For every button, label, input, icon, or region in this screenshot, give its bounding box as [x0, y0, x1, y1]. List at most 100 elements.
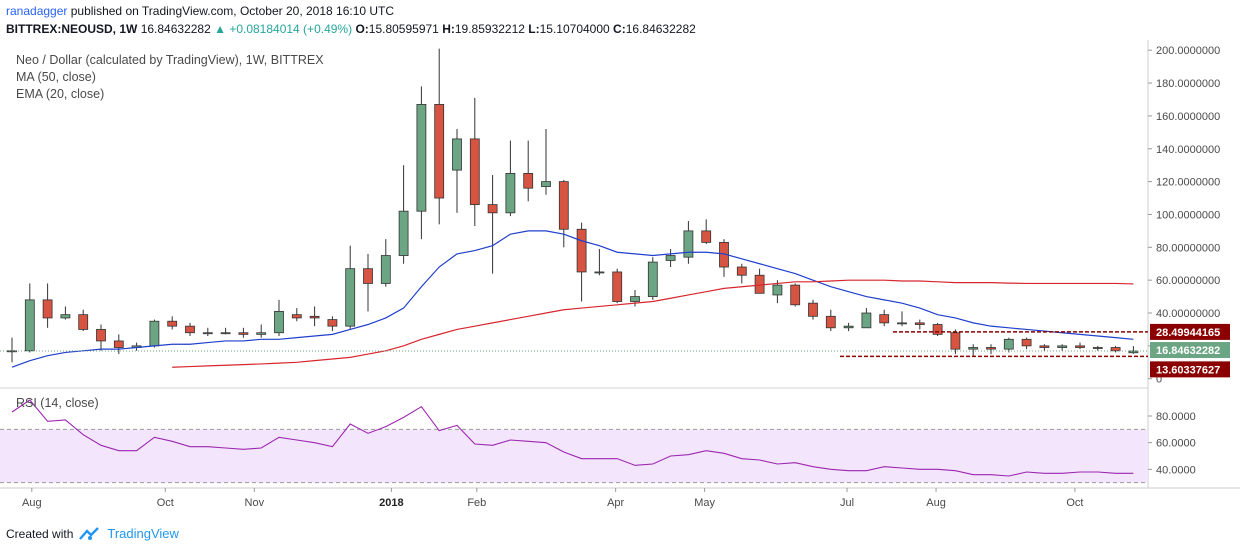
candle-up [594, 271, 605, 274]
ma-line [172, 279, 1134, 368]
candle-up [843, 325, 854, 329]
candle-up [541, 181, 551, 187]
price-tick-label: 160.0000000 [1156, 111, 1220, 123]
price-tick-label: 60.00000000 [1156, 275, 1220, 287]
high-label: H: [442, 22, 455, 36]
candle-down [487, 204, 498, 214]
candle-down [113, 340, 124, 348]
candle-up [1057, 345, 1068, 348]
price-label-text: 13.60337627 [1156, 364, 1220, 376]
price-tick-label: 0 [1156, 374, 1162, 386]
candle-up [274, 310, 284, 334]
rsi-tick-label: 60.0000 [1156, 438, 1196, 450]
candle-up [398, 210, 409, 256]
candle-down [238, 332, 249, 335]
price-tick-label: 80.00000000 [1156, 242, 1220, 254]
candle-down [1075, 345, 1085, 348]
candle-down [96, 329, 106, 342]
candle-down [78, 314, 89, 330]
candle-up [149, 320, 160, 347]
candle-down [825, 315, 836, 329]
symbol-line: BITTREX:NEOUSD, 1W 16.84632282 ▲ +0.0818… [6, 22, 696, 36]
candle-up [968, 347, 979, 350]
candle-down [469, 138, 480, 206]
candle-down [434, 104, 445, 199]
author-link[interactable]: ranadagger [6, 4, 68, 18]
open-label: O: [355, 22, 369, 36]
candle-up [202, 332, 213, 335]
tradingview-brand-link[interactable]: TradingView [107, 526, 179, 541]
low-value: 15.10704000 [539, 22, 610, 36]
time-tick-label: Aug [926, 497, 946, 509]
publish-line: ranadagger published on TradingView.com,… [6, 4, 394, 18]
candle-down [808, 302, 818, 317]
rsi-tick-label: 80.0000 [1156, 411, 1196, 423]
rsi-legend: RSI (14, close) [16, 396, 99, 410]
price-tick-label: 120.0000000 [1156, 177, 1220, 189]
candle-down [790, 284, 801, 306]
time-tick-label: Apr [607, 497, 624, 509]
candle-down [363, 268, 373, 284]
rsi-tick-label: 40.0000 [1156, 464, 1196, 476]
candle-down [1021, 338, 1032, 347]
price-label-box [1150, 361, 1230, 378]
price-tick-label: 180.0000000 [1156, 78, 1220, 90]
candle-down [1110, 347, 1121, 352]
candle-up [647, 261, 658, 297]
candle-up [380, 255, 391, 284]
candle-down [576, 228, 587, 273]
price-tick-label: 200.0000000 [1156, 45, 1220, 57]
tradingview-logo-icon [79, 526, 100, 540]
candle-down [914, 322, 925, 325]
candle-up [24, 299, 35, 352]
ma-legend: MA (50, close) [16, 70, 96, 84]
candle-up [630, 296, 640, 302]
time-tick-label: 2018 [379, 497, 403, 509]
price-tick-label: 100.0000000 [1156, 209, 1220, 221]
candle-up [1003, 338, 1014, 350]
candle-up [345, 268, 356, 327]
time-tick-label: Nov [245, 497, 265, 509]
candle-down [309, 315, 320, 319]
candle-up [665, 255, 676, 261]
low-label: L: [528, 22, 540, 36]
time-tick-label: May [694, 497, 715, 509]
candle-down [1039, 345, 1050, 348]
candle-up [1128, 350, 1139, 354]
candle-down [523, 173, 534, 189]
candle-down [558, 181, 569, 230]
price-label-box [1150, 323, 1230, 340]
candle-down [950, 332, 961, 350]
candle-up [256, 332, 267, 335]
price-label-box [1150, 342, 1230, 359]
candle-down [291, 314, 302, 319]
candle-down [986, 347, 996, 350]
candle-up [897, 322, 907, 325]
candle-up [683, 230, 694, 258]
candle-up [416, 104, 427, 212]
candle-up [505, 173, 516, 214]
ema-legend: EMA (20, close) [16, 87, 105, 101]
candle-down [932, 324, 943, 335]
high-value: 19.85932212 [454, 22, 525, 36]
candle-up [452, 138, 462, 171]
close-label: C: [613, 22, 626, 36]
time-tick-label: Oct [1066, 497, 1083, 509]
candle-down [879, 314, 890, 324]
candle-down [42, 299, 53, 319]
candle-down [736, 266, 747, 276]
published-text: published on TradingView.com, October 20… [70, 4, 395, 18]
price-tick-label: 40.00000000 [1156, 308, 1220, 320]
candle-down [701, 230, 712, 243]
time-tick-label: Aug [22, 497, 42, 509]
price-change: ▲ +0.08184014 (+0.49%) [214, 22, 353, 36]
ema-line [11, 230, 1134, 368]
candle-up [772, 284, 783, 296]
last-price: 16.84632282 [140, 22, 211, 36]
created-with-text: Created with [6, 526, 74, 541]
candle-up [861, 312, 872, 329]
open-value: 15.80595971 [368, 22, 439, 36]
candle-up [220, 332, 231, 335]
close-value: 16.84632282 [625, 22, 696, 36]
